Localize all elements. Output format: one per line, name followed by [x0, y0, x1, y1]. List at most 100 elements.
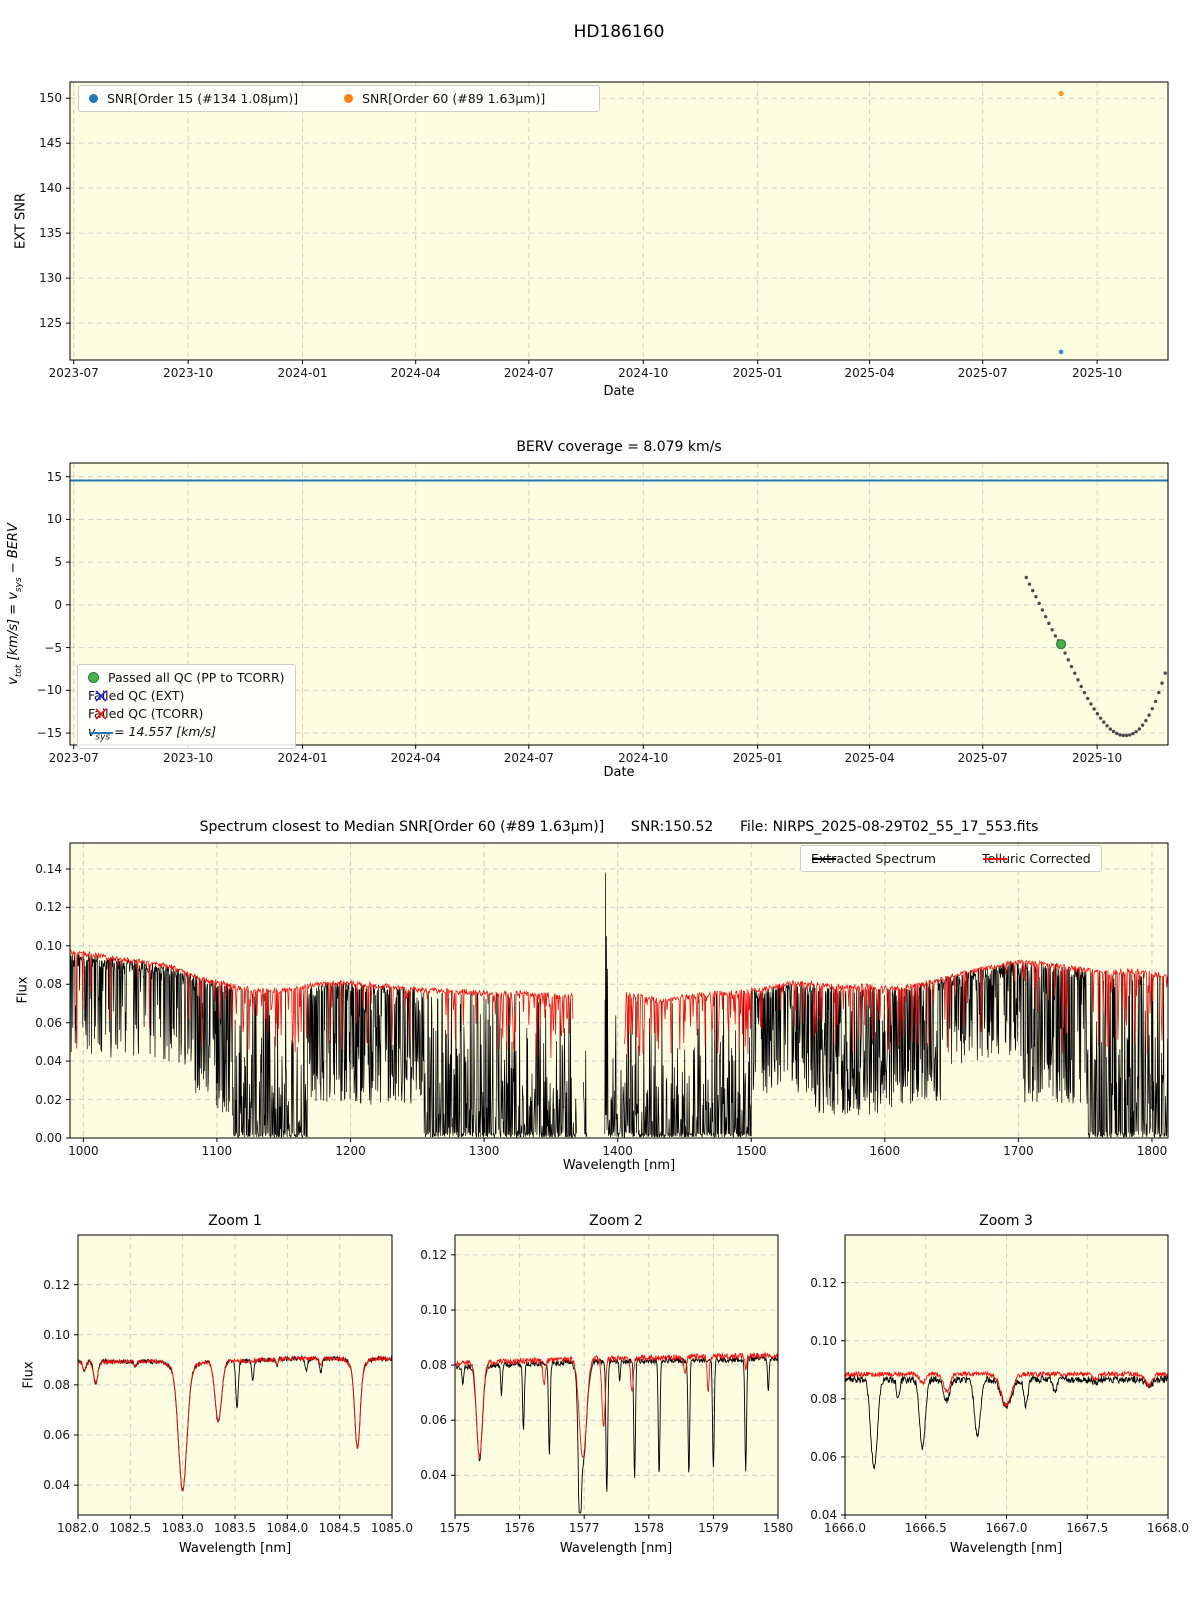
zoom1-yaxis-label: Flux [21, 1361, 37, 1389]
x-tick-label: 2025-04 [844, 751, 895, 765]
legend-label: vsys = 14.557 [km/s] [88, 724, 217, 743]
y-tick-label: 0.10 [43, 1327, 70, 1342]
x-tick-label: 1084.0 [266, 1521, 309, 1535]
snr-yaxis-label: EXT SNR [13, 193, 29, 249]
legend-label: Failed QC (TCORR) [88, 706, 204, 721]
y-tick-label: 0.12 [420, 1247, 447, 1262]
y-tick-label: 0.08 [35, 977, 62, 992]
zoom3-panel-title: Zoom 3 [979, 1213, 1033, 1229]
x-tick-label: 1666.5 [904, 1521, 947, 1535]
x-tick-label: 1666.0 [824, 1521, 866, 1535]
x-tick-label: 2025-07 [957, 751, 1008, 765]
line-sample-icon [982, 857, 1007, 860]
x-tick-label: 1085.0 [371, 1521, 413, 1535]
x-tick-label: 1084.5 [318, 1521, 361, 1535]
x-tick-label: 1082.0 [57, 1521, 99, 1535]
y-tick-label: 0.10 [35, 938, 62, 953]
zoom1-panel-title: Zoom 1 [208, 1213, 262, 1229]
snr-timeseries-plot-area [70, 82, 1168, 360]
spectrum-legend: Extracted Spectrum Telluric Corrected [800, 845, 1102, 872]
x-tick-label: 1700 [1003, 1144, 1034, 1158]
x-tick-label: 1579 [698, 1521, 729, 1535]
x-tick-label: 2025-10 [1072, 366, 1123, 380]
y-tick-label: 0.08 [810, 1391, 837, 1406]
zoom2-plot-area [455, 1235, 778, 1515]
y-tick-label: 0.12 [810, 1275, 837, 1290]
x-tick-label: 1083.0 [161, 1521, 204, 1535]
legend-dot-icon [89, 94, 98, 103]
legend-label: Passed all QC (PP to TCORR) [108, 670, 285, 685]
x-tick-label: 1578 [633, 1521, 665, 1535]
zoom3-canvas [841, 1234, 1169, 1519]
y-tick-label: 145 [39, 136, 62, 151]
x-tick-label: 1500 [735, 1144, 767, 1158]
x-tick-label: 2024-04 [390, 366, 441, 380]
x-tick-label: 2025-07 [957, 366, 1008, 380]
snr-legend: SNR[Order 15 (#134 1.08μm)] SNR[Order 60 … [78, 85, 600, 112]
y-tick-label: 0.12 [35, 900, 62, 915]
legend-item: SNR[Order 15 (#134 1.08μm)] [89, 91, 298, 106]
x-tick-label: 2024-01 [277, 751, 328, 765]
x-tick-label: 2024-07 [503, 751, 554, 765]
y-tick-label: 150 [39, 91, 62, 106]
x-tick-label: 2025-04 [844, 366, 895, 380]
y-tick-label: 0.06 [43, 1428, 70, 1443]
x-tick-label: 2024-07 [503, 366, 554, 380]
y-tick-label: 0.08 [43, 1377, 70, 1392]
legend-label: SNR[Order 15 (#134 1.08μm)] [107, 91, 299, 106]
spectrum-yaxis-label: Flux [15, 976, 31, 1004]
berv-panel-title: BERV coverage = 8.079 km/s [516, 439, 722, 455]
y-tick-label: 0.06 [810, 1449, 837, 1464]
legend-label: Extracted Spectrum [811, 851, 936, 866]
legend-item: SNR[Order 60 (#89 1.63μm)] [344, 91, 545, 106]
snr-timeseries-canvas [66, 81, 1169, 364]
y-tick-label: 140 [39, 181, 62, 196]
x-tick-label: 1667.0 [985, 1521, 1028, 1535]
berv-yaxis-label: vtot [km/s] = vsys − BERV [6, 523, 24, 685]
zoom2-canvas [451, 1234, 779, 1519]
legend-item: Telluric Corrected [982, 851, 1091, 866]
legend-item: Failed QC (TCORR) [88, 706, 203, 721]
y-tick-label: 0.12 [43, 1277, 70, 1292]
y-tick-label: 125 [39, 316, 62, 331]
x-tick-label: 1577 [568, 1521, 600, 1535]
legend-label: SNR[Order 60 (#89 1.63μm)] [362, 91, 546, 106]
y-tick-label: 0.06 [35, 1015, 62, 1030]
y-tick-label: 0.04 [420, 1468, 447, 1483]
x-tick-label: 2024-10 [618, 366, 669, 380]
y-tick-label: 10 [46, 512, 62, 527]
x-tick-label: 1000 [68, 1144, 99, 1158]
y-tick-label: −10 [36, 683, 62, 698]
figure-title: HD186160 [573, 22, 665, 42]
x-tick-label: 1667.5 [1066, 1521, 1109, 1535]
x-tick-label: 1575 [439, 1521, 471, 1535]
x-tick-label: 2024-04 [390, 751, 441, 765]
y-tick-label: 0.04 [43, 1478, 70, 1493]
zoom3-xaxis-label: Wavelength [nm] [949, 1541, 1063, 1556]
legend-dot-icon [344, 94, 354, 103]
berv-xaxis-label: Date [603, 765, 635, 780]
x-tick-label: 1576 [504, 1521, 535, 1535]
qc-legend: Passed all QC (PP to TCORR) Failed QC (EX… [77, 664, 296, 749]
x-tick-label: 2024-10 [618, 751, 669, 765]
x-tick-label: 1400 [602, 1144, 633, 1158]
legend-item: Extracted Spectrum [811, 851, 936, 866]
zoom1-canvas [74, 1234, 393, 1519]
y-tick-label: 5 [54, 555, 62, 570]
spectrum-panel-title: Spectrum closest to Median SNR[Order 60 … [199, 819, 1039, 835]
x-tick-label: 1668.0 [1147, 1521, 1189, 1535]
x-tick-label: 1200 [335, 1144, 366, 1158]
x-tick-label: 2023-07 [48, 751, 99, 765]
x-tick-label: 2025-01 [732, 366, 783, 380]
x-marker-icon [95, 707, 107, 720]
x-tick-label: 2024-01 [277, 366, 328, 380]
y-tick-label: 0.14 [35, 861, 62, 876]
legend-label: Telluric Corrected [981, 851, 1091, 866]
zoom1-xaxis-label: Wavelength [nm] [178, 1541, 292, 1556]
legend-dot-icon [88, 672, 99, 683]
y-tick-label: 0.10 [420, 1302, 447, 1317]
x-tick-label: 1800 [1136, 1144, 1168, 1158]
y-tick-label: 0.00 [35, 1131, 62, 1145]
snr-xaxis-label: Date [603, 384, 635, 399]
